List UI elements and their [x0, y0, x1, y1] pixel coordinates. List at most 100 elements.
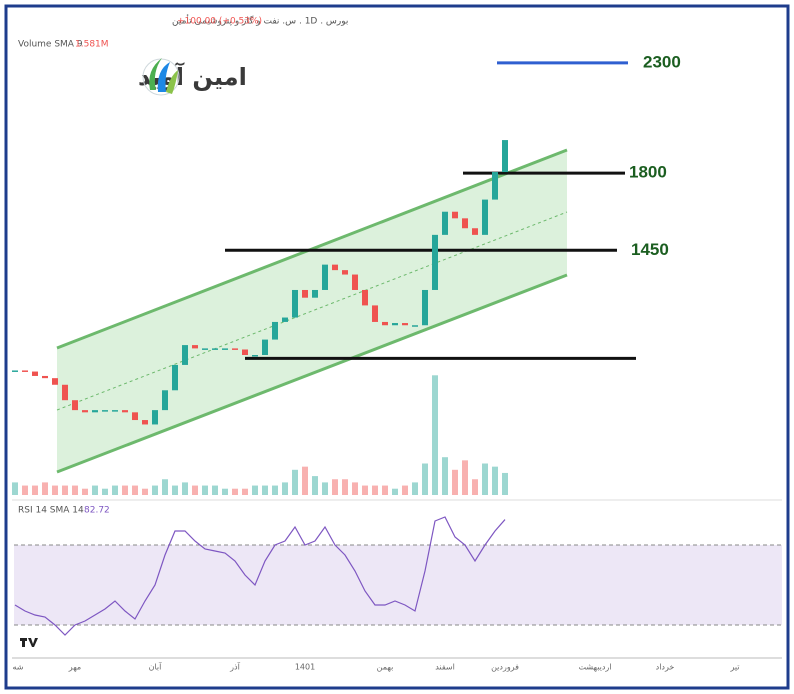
candle-body: [232, 348, 238, 350]
volume-bar: [262, 485, 268, 495]
rsi-line: [14, 516, 506, 636]
candle-body: [142, 420, 148, 425]
candle-body: [302, 289, 308, 298]
candle-body: [352, 274, 358, 290]
volume-bar: [302, 466, 308, 495]
candle-body: [12, 370, 18, 372]
volume-bar: [62, 485, 68, 495]
rsi-pane: [14, 544, 782, 626]
level-label: 1450: [631, 240, 669, 259]
x-tick-label: آبان: [149, 662, 163, 672]
candle-body: [452, 211, 458, 219]
x-tick-label: خرداد: [656, 663, 675, 672]
candle-body: [72, 400, 78, 411]
candle-body: [272, 321, 278, 340]
x-tick-label: شه: [13, 663, 24, 672]
volume-bar: [392, 488, 398, 495]
volume-bar: [162, 479, 168, 495]
candle-body: [152, 410, 158, 425]
candle-body: [382, 321, 388, 326]
candle-body: [42, 375, 48, 379]
volume-bar: [202, 485, 208, 495]
volume-bar: [362, 485, 368, 495]
candle-body: [312, 289, 318, 298]
volume-bar: [372, 485, 378, 495]
volume-bar: [142, 488, 148, 495]
candle-body: [362, 289, 368, 306]
x-tick-label: 1401: [295, 663, 315, 672]
volume-bar: [82, 488, 88, 495]
candle-body: [92, 410, 98, 413]
channel-mid: [56, 211, 568, 411]
candle-body: [252, 355, 258, 357]
volume-bar: [282, 482, 288, 495]
volume-bar: [52, 485, 58, 495]
volume-legend: Volume SMA 9: [18, 40, 83, 50]
candle-body: [112, 410, 118, 412]
rsi-band: [14, 545, 782, 625]
x-tick-label: بهمن: [377, 663, 394, 672]
candle-body: [242, 349, 248, 356]
candle-body: [342, 270, 348, 275]
volume-bar: [132, 485, 138, 495]
volume-sma: 1.581M: [75, 40, 109, 50]
volume-bar: [472, 479, 478, 495]
candle-body: [492, 172, 498, 200]
volume-bar: [332, 479, 338, 495]
volume-bar: [422, 463, 428, 495]
candle-body: [472, 228, 478, 235]
volume-bar: [182, 482, 188, 495]
volume-bar: [322, 482, 328, 495]
volume-bar: [342, 479, 348, 495]
volume-bar: [492, 466, 498, 495]
candle-body: [462, 218, 468, 229]
candle-body: [432, 234, 438, 290]
volume-bar: [122, 485, 128, 495]
volume-bar: [242, 488, 248, 495]
change: +100.00 (+0.53%): [177, 17, 262, 27]
logo-icon: [142, 58, 180, 96]
volume-bar: [42, 482, 48, 495]
level-label: 2300: [643, 52, 681, 71]
rsi-value: 82.72: [84, 506, 110, 516]
candle-body: [22, 370, 28, 372]
volume-bar: [32, 485, 38, 495]
volume-bar: [452, 469, 458, 495]
candle-body: [282, 317, 288, 322]
volume-bar: [382, 485, 388, 495]
volume-bar: [232, 488, 238, 495]
volume-bar: [22, 485, 28, 495]
candle-body: [222, 348, 228, 350]
candle-body: [332, 264, 338, 271]
x-tick-label: مهر: [68, 663, 81, 672]
candle-body: [292, 289, 298, 318]
candle-body: [212, 348, 218, 350]
volume-bar: [402, 485, 408, 495]
x-tick-label: اسفند: [435, 663, 455, 672]
symbol: بورس . 1D . س. نفت و گاز و پتروشیمی تأمی…: [172, 14, 348, 27]
volume-bar: [432, 375, 438, 495]
candle-body: [102, 410, 108, 412]
volume-bar: [192, 485, 198, 495]
volume-bar: [222, 488, 228, 495]
candle-body: [52, 378, 58, 385]
volume-bar: [442, 457, 448, 495]
volume-bar: [12, 482, 18, 495]
volume-bar: [352, 482, 358, 495]
candle-body: [372, 305, 378, 322]
candle-body: [62, 384, 68, 401]
volume-bar: [102, 488, 108, 495]
volume-bar: [292, 469, 298, 495]
volume-bar: [212, 485, 218, 495]
candle-body: [262, 339, 268, 356]
candle-body: [132, 412, 138, 421]
candle-body: [402, 323, 408, 326]
x-tick-label: تیر: [729, 663, 739, 672]
volume-bar: [462, 460, 468, 495]
candle-body: [182, 345, 188, 365]
volume-bar: [252, 485, 258, 495]
volume-bar: [312, 476, 318, 495]
candle-body: [392, 323, 398, 326]
candle-body: [202, 348, 208, 350]
